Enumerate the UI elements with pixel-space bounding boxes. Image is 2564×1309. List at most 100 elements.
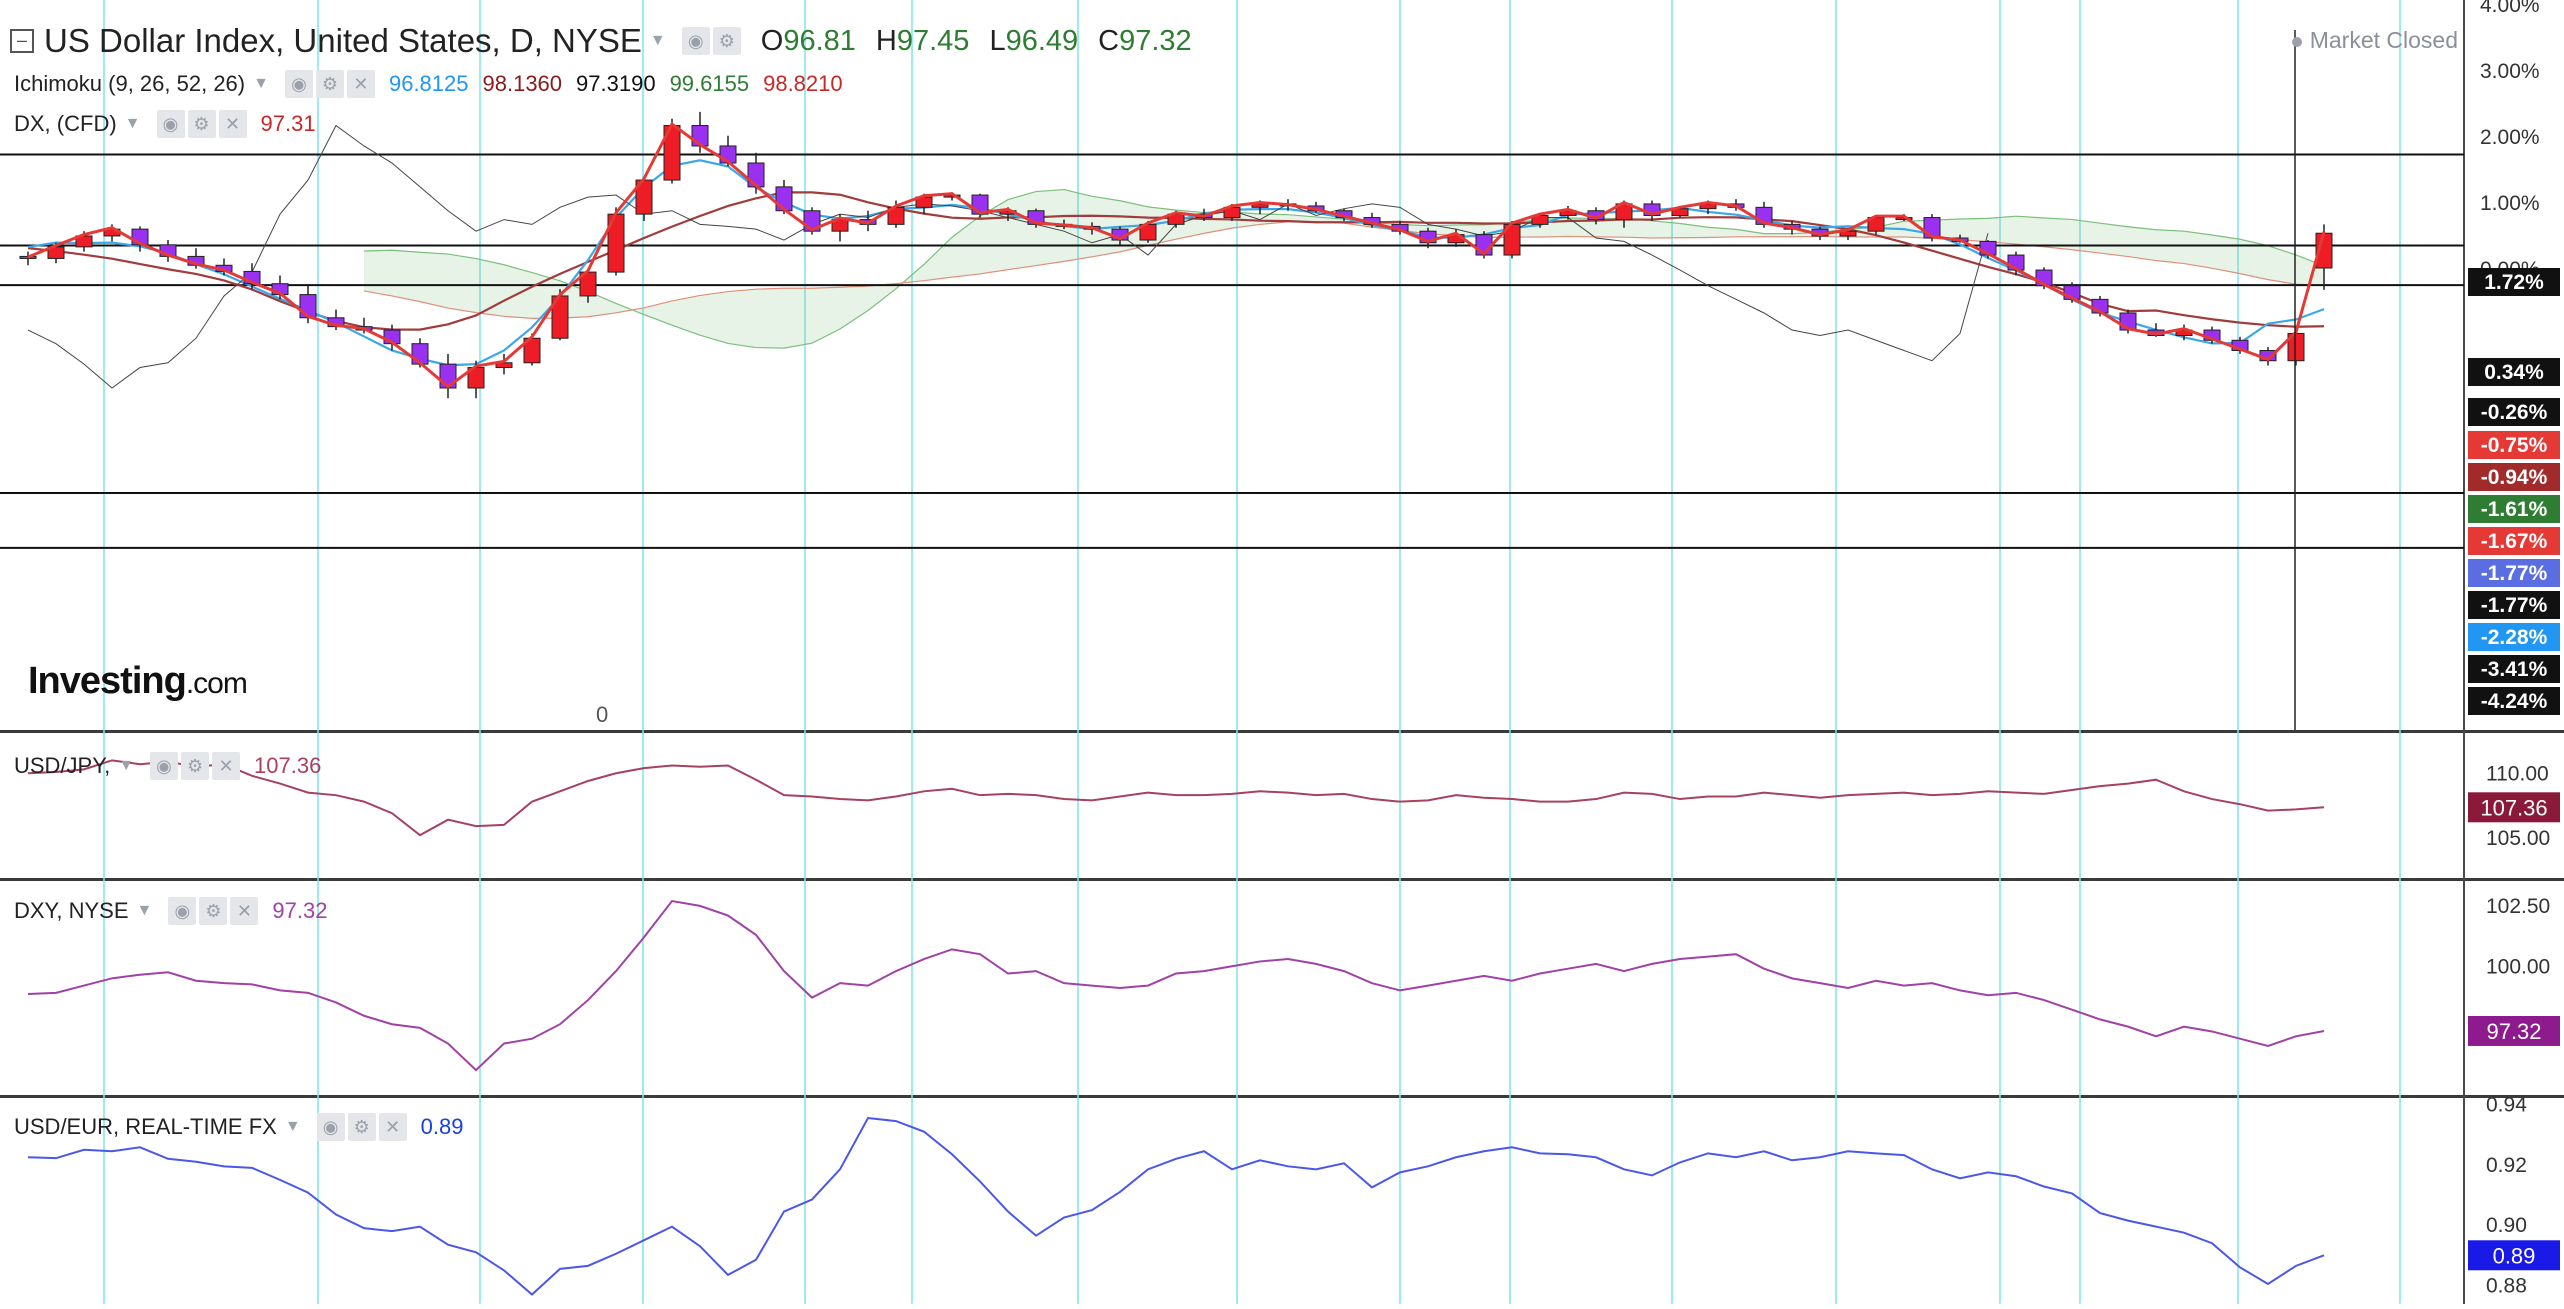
- usdjpy-value: 107.36: [254, 753, 322, 778]
- market-status-text: Market Closed: [2309, 27, 2458, 53]
- investing-logo: Investing.com: [28, 660, 248, 703]
- high-label: H: [875, 24, 897, 57]
- last-value-tag: [2468, 792, 2560, 823]
- logo-suffix: .com: [185, 667, 248, 700]
- eye-icon[interactable]: ◉: [156, 110, 185, 138]
- gear-icon[interactable]: ⚙: [181, 752, 210, 780]
- close-value: 97.32: [1119, 24, 1192, 57]
- ichimoku-value-span-b: 98.8210: [763, 71, 843, 96]
- dx-cfd-line: [27, 121, 2326, 389]
- close-icon[interactable]: ✕: [346, 70, 375, 98]
- gear-icon[interactable]: ⚙: [199, 897, 228, 925]
- chevron-down-icon[interactable]: ▼: [284, 1118, 301, 1135]
- price-tag: [2468, 495, 2560, 523]
- price-tag-label: -1.77%: [2481, 562, 2548, 585]
- eye-icon[interactable]: ◉: [316, 1113, 345, 1141]
- y-axis-tick-label: 4.00%: [2480, 0, 2540, 17]
- price-tag-label: 1.72%: [2484, 271, 2544, 294]
- dxy-legend: DXY, NYSE ▼ ◉ ⚙ ✕ 97.32: [14, 897, 327, 925]
- usdjpy-name: USD/JPY,: [14, 753, 111, 778]
- status-dot-icon: [2291, 36, 2302, 47]
- gear-icon[interactable]: ⚙: [712, 27, 741, 55]
- gear-icon[interactable]: ⚙: [315, 70, 344, 98]
- price-tag: [2468, 527, 2560, 555]
- price-tag-label: -0.26%: [2481, 401, 2548, 424]
- candle-body: [747, 162, 765, 188]
- last-value-label: 0.89: [2493, 1243, 2536, 1268]
- y-axis-tick-label: 110.00: [2486, 762, 2549, 785]
- ichimoku-value-lagging: 97.3190: [576, 71, 656, 96]
- eye-icon[interactable]: ◉: [150, 752, 179, 780]
- price-tag: [2468, 268, 2560, 296]
- chevron-down-icon[interactable]: ▼: [118, 757, 135, 774]
- ichimoku-name: Ichimoku (9, 26, 52, 26): [14, 71, 246, 96]
- close-icon[interactable]: ✕: [230, 897, 259, 925]
- ichimoku-value-conversion: 96.8125: [388, 71, 469, 96]
- series-line: [27, 1116, 2325, 1296]
- y-axis-tick-label: 0.88: [2486, 1274, 2527, 1297]
- dx-value: 97.31: [260, 111, 316, 136]
- eye-icon[interactable]: ◉: [168, 897, 197, 925]
- close-icon[interactable]: ✕: [212, 752, 241, 780]
- gear-icon[interactable]: ⚙: [187, 110, 216, 138]
- chart-title: US Dollar Index, United States, D, NYSE: [44, 22, 642, 59]
- dx-name: DX, (CFD): [14, 111, 117, 136]
- candle-body: [439, 363, 457, 389]
- price-tag: [2468, 463, 2560, 491]
- x-axis-marker: 0: [596, 702, 608, 727]
- price-tag: [2468, 431, 2560, 459]
- price-tag: [2468, 358, 2560, 386]
- usdjpy-legend: USD/JPY, ▼ ◉ ⚙ ✕ 107.36: [14, 752, 321, 780]
- y-axis-tick-label: 105.00: [2486, 827, 2550, 850]
- y-axis-tick-label: 0.92: [2486, 1154, 2527, 1177]
- legend-controls: ◉ ⚙ ✕: [316, 1113, 407, 1141]
- close-icon[interactable]: ✕: [378, 1113, 407, 1141]
- price-tag-label: -0.75%: [2481, 434, 2548, 457]
- series-line: [27, 899, 2325, 1072]
- collapse-icon[interactable]: –: [10, 29, 34, 53]
- usdeur-name: USD/EUR, REAL-TIME FX: [14, 1114, 277, 1139]
- usdeur-value: 0.89: [420, 1114, 464, 1139]
- eye-icon[interactable]: ◉: [681, 27, 710, 55]
- price-tag-label: -4.24%: [2481, 690, 2548, 713]
- candle-body: [299, 294, 317, 319]
- price-tag: [2468, 398, 2560, 426]
- main-legend-row: – US Dollar Index, United States, D, NYS…: [10, 22, 1192, 60]
- low-value: 96.49: [1005, 24, 1079, 57]
- price-tag-label: -1.77%: [2481, 594, 2548, 617]
- ichimoku-legend: Ichimoku (9, 26, 52, 26) ▼ ◉ ⚙ ✕ 96.8125 9…: [14, 70, 843, 98]
- dx-legend: DX, (CFD) ▼ ◉ ⚙ ✕ 97.31: [14, 110, 316, 138]
- y-axis-tick-label: 3.00%: [2480, 60, 2540, 83]
- price-tag-label: -1.61%: [2481, 498, 2548, 521]
- price-tag: [2468, 623, 2560, 651]
- gear-icon[interactable]: ⚙: [347, 1113, 376, 1141]
- price-tag-label: -2.28%: [2481, 626, 2548, 649]
- open-label: O: [760, 24, 784, 57]
- legend-controls: ◉ ⚙ ✕: [168, 897, 259, 925]
- last-value-label: 97.32: [2486, 1019, 2541, 1044]
- usdeur-legend: USD/EUR, REAL-TIME FX ▼ ◉ ⚙ ✕ 0.89: [14, 1113, 463, 1141]
- close-icon[interactable]: ✕: [218, 110, 247, 138]
- y-axis-tick-label: 102.50: [2486, 895, 2550, 918]
- y-axis-tick-label: 0.90: [2486, 1214, 2527, 1237]
- ichimoku-value-span-a: 99.6155: [669, 71, 750, 96]
- legend-controls: ◉ ⚙ ✕: [284, 70, 375, 98]
- chevron-down-icon[interactable]: ▼: [136, 902, 153, 919]
- chevron-down-icon[interactable]: ▼: [253, 75, 269, 92]
- legend-controls: ◉ ⚙ ✕: [150, 752, 241, 780]
- series-line: [27, 759, 2325, 837]
- last-value-tag: [2468, 1240, 2560, 1271]
- y-axis-tick-label: 100.00: [2486, 955, 2550, 978]
- chevron-down-icon[interactable]: ▼: [649, 32, 666, 49]
- eye-icon[interactable]: ◉: [284, 70, 313, 98]
- last-value-label: 107.36: [2480, 795, 2547, 820]
- price-tag-label: 0.34%: [2484, 361, 2544, 384]
- chevron-down-icon[interactable]: ▼: [124, 115, 141, 132]
- price-tag: [2468, 655, 2560, 683]
- dxy-name: DXY, NYSE: [14, 898, 129, 923]
- price-tag-label: -3.41%: [2481, 658, 2548, 681]
- last-value-tag: [2468, 1015, 2560, 1046]
